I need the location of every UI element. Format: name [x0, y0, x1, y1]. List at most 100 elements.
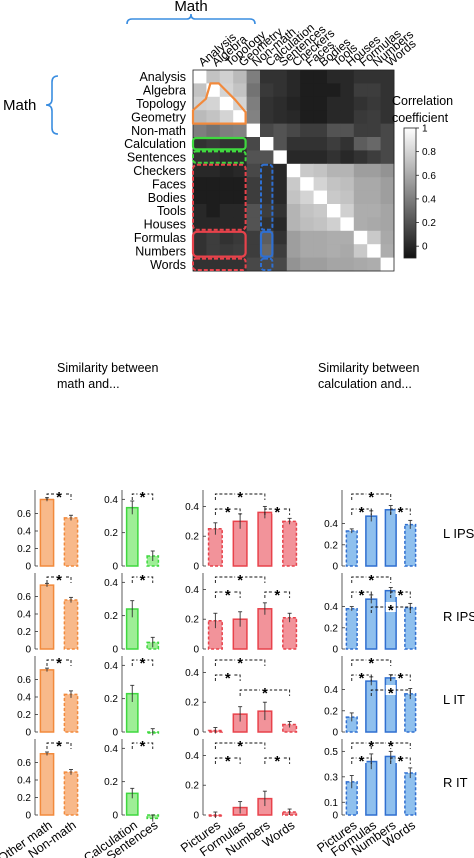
heatmap-cell [313, 257, 328, 272]
calc-bar-panel: 0 0.1 0.3 0.5 [324, 739, 417, 822]
heatmap-cell [327, 96, 341, 111]
heatmap-cell [286, 150, 301, 165]
significance-star: * [225, 670, 231, 687]
heatmap-cell [246, 163, 261, 178]
heatmap-cell [286, 217, 301, 232]
significance-star: * [225, 753, 231, 770]
y-tick-label: 0 [193, 562, 199, 573]
heatmap-cell [353, 96, 368, 111]
colorbar-tick-label: 0.4 [422, 194, 436, 205]
heatmap-cell [353, 150, 368, 165]
heatmap-cell [233, 257, 247, 272]
heatmap-cell [367, 257, 381, 272]
heatmap-cell [193, 70, 207, 84]
heatmap-cell [313, 204, 328, 218]
heatmap-cell [233, 137, 247, 151]
significance-gap [366, 655, 377, 665]
outline-calc-formulas-numbers [259, 230, 274, 258]
heatmap-cell [300, 244, 314, 258]
y-tick-label: 0.2 [185, 698, 199, 709]
bar [257, 608, 273, 650]
heatmap-cell [219, 190, 234, 205]
significance-gap [366, 572, 377, 582]
heatmap-cell [327, 110, 341, 124]
significance-gap [54, 572, 64, 582]
heatmap-cell [367, 96, 381, 111]
heatmap-row-label: Numbers [135, 244, 186, 258]
heatmap-cell [286, 123, 301, 138]
heatmap-row-label: Sentences [127, 151, 186, 165]
heatmap-cell [313, 96, 328, 111]
heatmap-cell [219, 163, 234, 178]
y-tick-label: 0.6 [17, 592, 31, 603]
heatmap-cell [313, 123, 328, 138]
significance-star: * [225, 504, 231, 521]
heatmap-cell [380, 96, 395, 111]
y-tick-label: 0.2 [17, 793, 31, 804]
heatmap-cell [246, 244, 261, 258]
significance-star: * [237, 655, 243, 672]
y-tick-label: 0 [193, 645, 199, 656]
heatmap-cell [260, 257, 274, 272]
outline-math-math [191, 82, 247, 125]
heatmap-cell [313, 137, 328, 151]
heatmap-cell [273, 244, 288, 258]
significance-gap [356, 587, 367, 597]
heatmap-cell [340, 244, 355, 258]
heatmap-cell [193, 137, 207, 151]
y-tick-label: 0.2 [185, 532, 199, 543]
bar [39, 669, 55, 733]
heatmap-cell [193, 83, 207, 98]
math-group-label-left: Math [3, 97, 36, 114]
colorbar-tick-label: 0.2 [422, 218, 436, 229]
bar [345, 607, 358, 650]
heatmap-cell [380, 244, 395, 258]
heatmap-cell [273, 96, 288, 111]
heatmap-cell [286, 177, 301, 191]
heatmap-cell [353, 83, 368, 98]
y-tick-label: 0 [25, 728, 31, 739]
heatmap-cell [300, 190, 314, 205]
heatmap-cell [219, 110, 234, 124]
heatmap-cell [367, 177, 381, 191]
significance-bracket [214, 757, 241, 764]
significance-star: * [368, 572, 374, 589]
significance-gap [235, 738, 246, 748]
heatmap-cell [367, 190, 381, 205]
significance-gap [385, 738, 396, 748]
y-tick-label: 0.4 [104, 744, 118, 755]
heatmap-cell [340, 150, 355, 165]
heatmap-row-label: Faces [152, 177, 186, 191]
math-bar-panel: 0 0.2 0.4 [185, 656, 298, 739]
heatmap-cell [353, 163, 368, 178]
significance-star: * [398, 670, 404, 687]
y-tick-label: 0.4 [185, 668, 199, 679]
heatmap-cell [219, 96, 234, 111]
heatmap-cell [260, 83, 274, 98]
heatmap-cell [353, 110, 368, 124]
y-tick-label: 0 [25, 811, 31, 822]
y-tick-label: 0.4 [17, 527, 31, 538]
heatmap-cell [206, 177, 221, 191]
heatmap-cell [206, 230, 221, 245]
heatmap-cell [233, 230, 247, 245]
heatmap-cell [206, 244, 221, 258]
significance-star: * [237, 738, 243, 755]
heatmap-cell [300, 96, 314, 111]
significance-bracket [264, 757, 291, 764]
heatmap-cell [233, 110, 247, 124]
heatmap-cell [353, 230, 368, 245]
heatmap-cell [353, 244, 368, 258]
significance-star: * [359, 587, 365, 604]
heatmap-cell [206, 150, 221, 165]
heatmap-cell [340, 217, 355, 232]
heatmap-cell [246, 257, 261, 272]
heatmap-cell [206, 163, 221, 178]
heatmap-cell [367, 244, 381, 258]
math-bar-panel: 0 0.2 0.4 [104, 739, 160, 822]
heatmap-cell [273, 177, 288, 191]
significance-star: * [56, 655, 62, 672]
heatmap-cell [219, 244, 234, 258]
y-tick-label: 0 [332, 811, 338, 822]
y-tick-label: 0.2 [104, 777, 118, 788]
